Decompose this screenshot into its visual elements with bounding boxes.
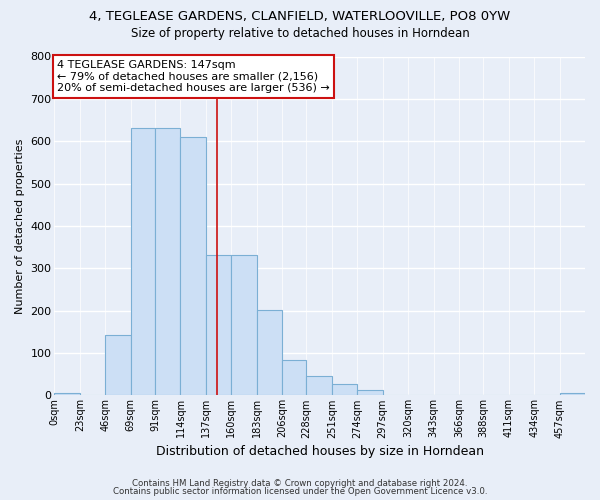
Bar xyxy=(358,390,383,396)
Bar xyxy=(332,384,358,396)
Bar xyxy=(106,335,131,396)
Text: Size of property relative to detached houses in Horndean: Size of property relative to detached ho… xyxy=(131,28,469,40)
X-axis label: Distribution of detached houses by size in Horndean: Distribution of detached houses by size … xyxy=(156,444,484,458)
Bar xyxy=(206,255,232,396)
Bar xyxy=(282,360,307,396)
Text: 4, TEGLEASE GARDENS, CLANFIELD, WATERLOOVILLE, PO8 0YW: 4, TEGLEASE GARDENS, CLANFIELD, WATERLOO… xyxy=(89,10,511,23)
Bar xyxy=(232,255,257,396)
Text: Contains public sector information licensed under the Open Government Licence v3: Contains public sector information licen… xyxy=(113,487,487,496)
Bar xyxy=(55,394,80,396)
Bar xyxy=(181,138,206,396)
Bar xyxy=(155,128,181,396)
Bar xyxy=(307,376,332,396)
Bar xyxy=(257,310,282,396)
Text: Contains HM Land Registry data © Crown copyright and database right 2024.: Contains HM Land Registry data © Crown c… xyxy=(132,478,468,488)
Text: 4 TEGLEASE GARDENS: 147sqm
← 79% of detached houses are smaller (2,156)
20% of s: 4 TEGLEASE GARDENS: 147sqm ← 79% of deta… xyxy=(57,60,330,93)
Bar xyxy=(560,394,585,396)
Bar xyxy=(131,128,155,396)
Y-axis label: Number of detached properties: Number of detached properties xyxy=(15,138,25,314)
